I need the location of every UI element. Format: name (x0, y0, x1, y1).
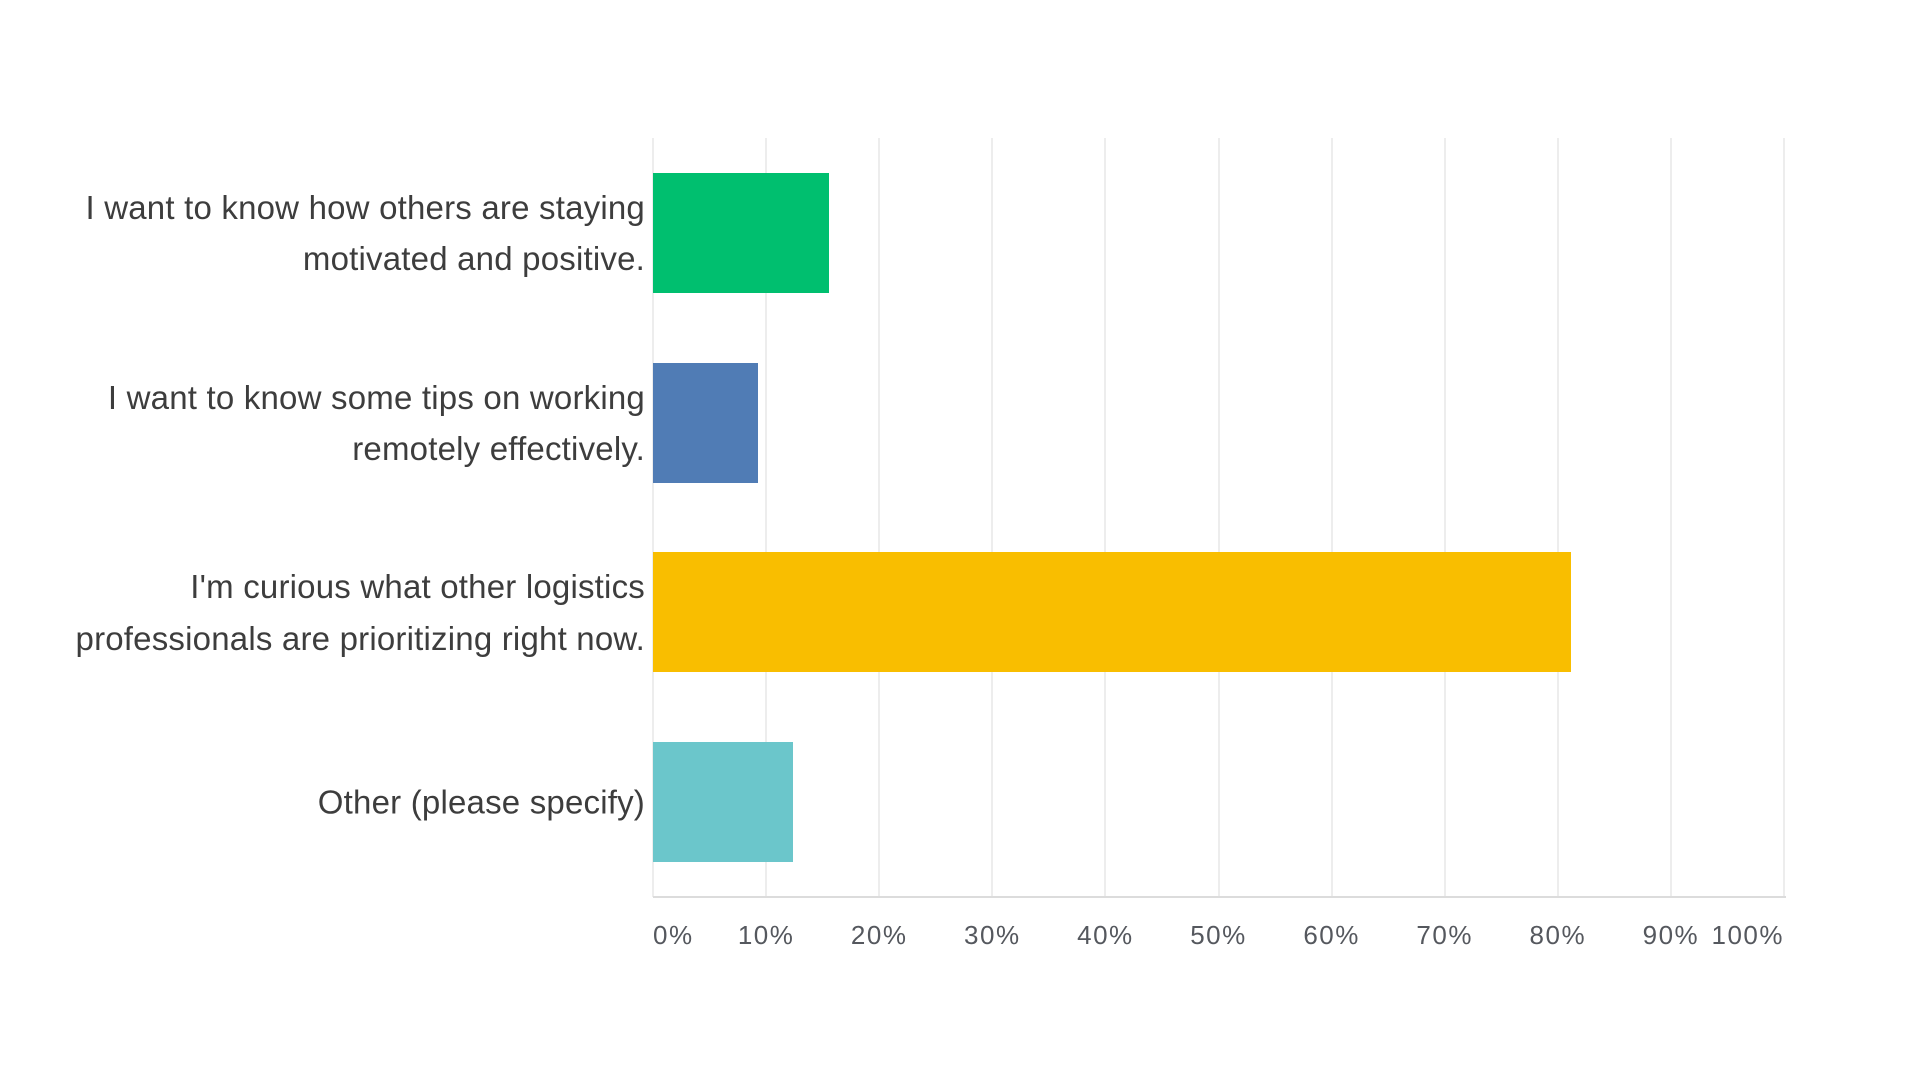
category-label: Other (please specify) (317, 783, 645, 821)
x-tick-label: 50% (1190, 920, 1247, 950)
x-axis-line (653, 896, 1786, 898)
bar-3 (653, 552, 1572, 673)
x-tick-label: 90% (1642, 920, 1700, 950)
x-tick-label: 80% (1529, 920, 1587, 950)
category-label: I want to know how others are staying mo… (85, 188, 645, 277)
gridline (765, 138, 768, 897)
gridline (1330, 138, 1333, 897)
gridline (652, 138, 654, 897)
x-tick-label: 30% (964, 920, 1021, 950)
gridline (878, 138, 881, 897)
bar-4 (653, 742, 794, 863)
gridline (1104, 138, 1107, 897)
x-tick-label: 70% (1416, 920, 1473, 950)
x-tick-label: 20% (850, 920, 908, 950)
category-label: I want to know some tips on working remo… (107, 378, 645, 467)
gridline (1443, 138, 1446, 897)
gridline (1669, 138, 1672, 897)
category-label: I'm curious what other logistics profess… (75, 568, 645, 657)
x-tick-label: 60% (1303, 920, 1360, 950)
gridline (1217, 138, 1220, 897)
x-tick-label: 40% (1077, 920, 1134, 950)
x-tick-label: 0% (653, 920, 694, 950)
gridline (1783, 138, 1785, 897)
bar-1 (653, 172, 830, 293)
gridline (1556, 138, 1559, 897)
bar-2 (653, 362, 759, 483)
x-tick-label: 10% (737, 920, 795, 950)
gridline (991, 138, 994, 897)
x-tick-label: 100% (1711, 920, 1784, 950)
